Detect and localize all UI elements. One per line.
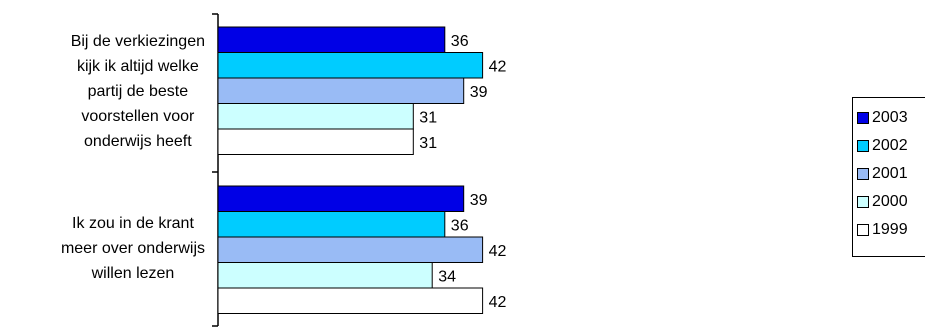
category-label-line: Bij de verkiezingen <box>70 33 205 50</box>
legend-label: 1999 <box>872 221 908 238</box>
category-label-line: voorstellen voor <box>81 108 195 125</box>
legend-label: 2000 <box>872 193 908 210</box>
data-label-2000-cat1: 31 <box>419 109 437 126</box>
bar-2002-cat1 <box>217 52 484 79</box>
category-label-line: meer over onderwijs <box>60 240 205 257</box>
data-label-2001-cat2: 42 <box>489 243 507 260</box>
bar-1999-cat2 <box>217 287 484 314</box>
data-label-2001-cat1: 39 <box>470 84 488 101</box>
data-label-2002-cat2: 36 <box>451 217 469 234</box>
legend-label: 2003 <box>872 109 908 126</box>
category-label-1: Bij de verkiezingen kijk ik altijd welke p… <box>71 29 205 154</box>
bar-2002-cat2 <box>217 211 446 238</box>
legend: 2003 2002 2001 2000 1999 <box>852 97 925 257</box>
category-label-line: willen lezen <box>91 265 175 282</box>
legend-item-1999: 1999 <box>857 220 908 240</box>
data-label-2002-cat1: 42 <box>489 58 507 75</box>
category-label-line: partij de beste <box>87 83 189 100</box>
category-label-2: Ik zou in de krant meer over onderwijs wil… <box>61 211 205 286</box>
data-label-2003-cat1: 36 <box>451 33 469 50</box>
bar-2001-cat2 <box>217 236 484 263</box>
bar-2003-cat2 <box>217 185 465 212</box>
legend-item-2001: 2001 <box>857 164 908 184</box>
legend-swatch <box>857 168 869 180</box>
bar-2000-cat2 <box>217 262 433 289</box>
legend-item-2002: 2002 <box>857 136 908 156</box>
bar-2001-cat1 <box>217 77 465 104</box>
legend-swatch <box>857 140 869 152</box>
legend-swatch <box>857 224 869 236</box>
data-label-1999-cat2: 42 <box>489 294 507 311</box>
legend-item-2003: 2003 <box>857 108 908 128</box>
data-label-2000-cat2: 34 <box>438 268 456 285</box>
legend-swatch <box>857 112 869 124</box>
bar-2000-cat1 <box>217 103 414 130</box>
bar-2003-cat1 <box>217 26 446 53</box>
data-label-1999-cat1: 31 <box>419 135 437 152</box>
category-label-line: Ik zou in de krant <box>72 215 194 232</box>
bar-1999-cat1 <box>217 128 414 155</box>
legend-label: 2002 <box>872 137 908 154</box>
category-label-line: onderwijs heeft <box>84 133 192 150</box>
data-label-2003-cat2: 39 <box>470 192 488 209</box>
legend-label: 2001 <box>872 165 908 182</box>
legend-swatch <box>857 196 869 208</box>
legend-item-2000: 2000 <box>857 192 908 212</box>
category-label-line: kijk ik altijd welke <box>76 58 199 75</box>
